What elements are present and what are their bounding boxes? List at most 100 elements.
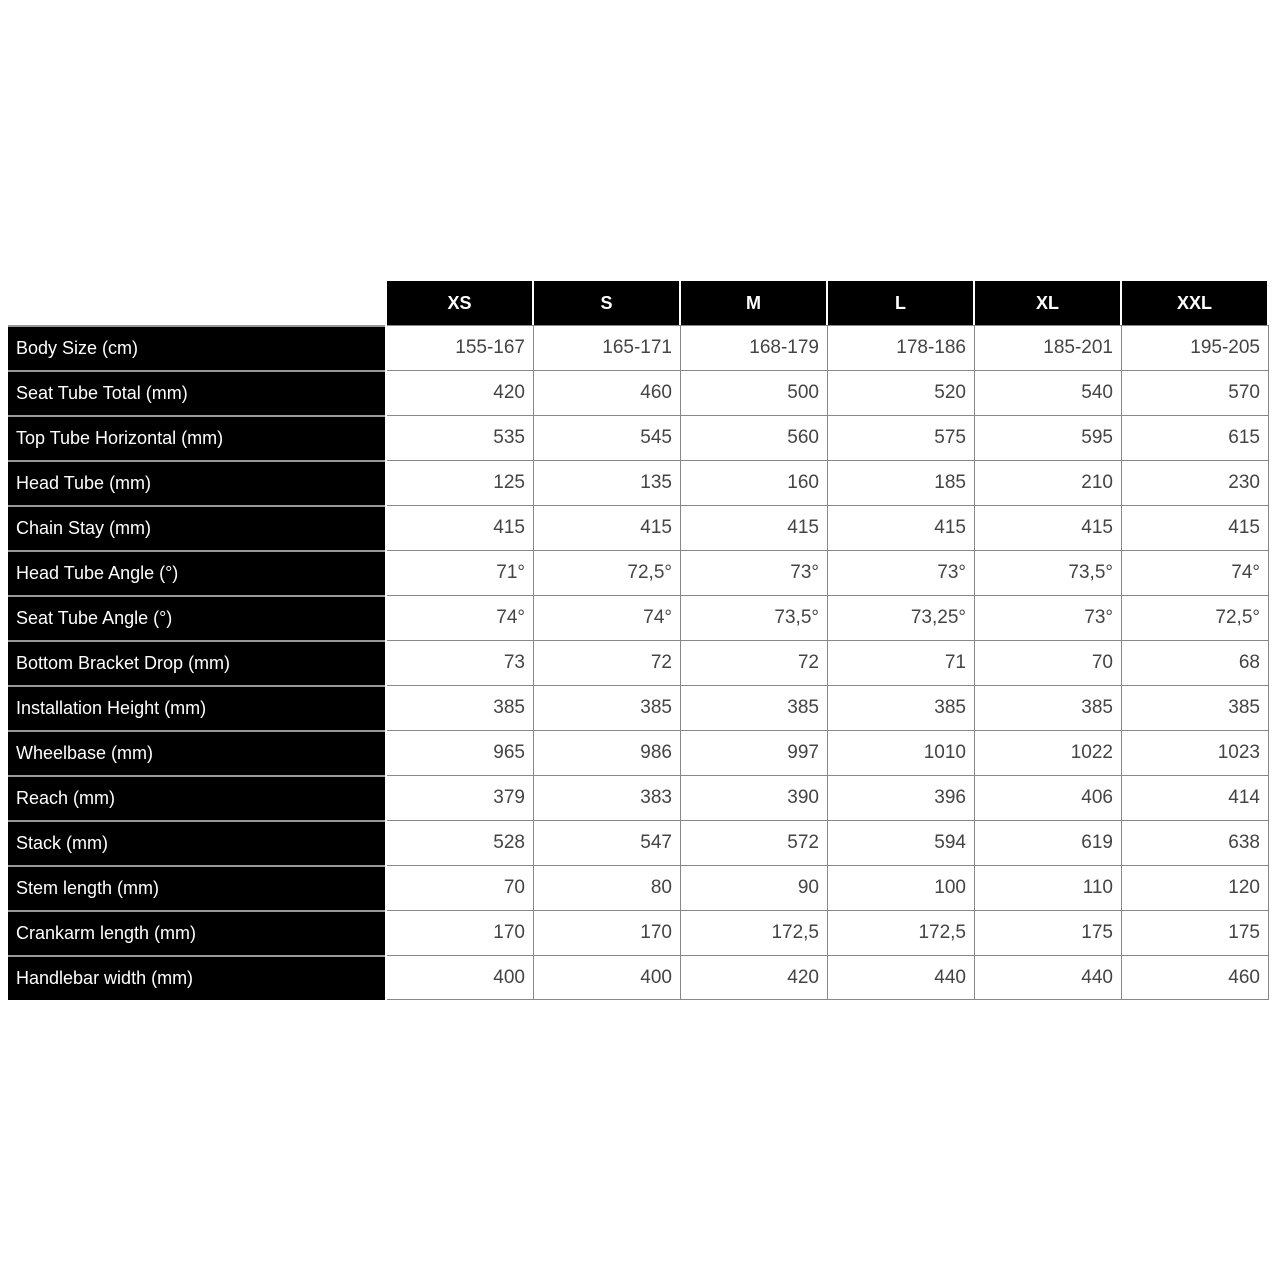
table-cell: 72,5°	[1122, 595, 1269, 640]
table-cell: 73,5°	[975, 550, 1122, 595]
table-row: Seat Tube Angle (°) 74° 74° 73,5° 73,25° 73° 7…	[8, 595, 1269, 640]
table-cell: 570	[1122, 370, 1269, 415]
table-cell: 390	[681, 775, 828, 820]
table-cell: 73,25°	[828, 595, 975, 640]
row-label: Stem length (mm)	[8, 865, 385, 910]
size-header-m: M	[681, 281, 826, 325]
table-body: Body Size (cm) 155-167 165-171 168-179 178-1…	[8, 325, 1269, 1000]
table-cell: 379	[387, 775, 534, 820]
table-row: Seat Tube Total (mm) 420 460 500 520 540 570	[8, 370, 1269, 415]
table-cell: 230	[1122, 460, 1269, 505]
table-cell: 385	[828, 685, 975, 730]
row-label: Bottom Bracket Drop (mm)	[8, 640, 385, 685]
table-cell: 615	[1122, 415, 1269, 460]
table-cell: 135	[534, 460, 681, 505]
table-row: Stem length (mm) 70 80 90 100 110 120	[8, 865, 1269, 910]
table-cell: 73°	[681, 550, 828, 595]
table-cell: 72	[534, 640, 681, 685]
table-cell: 400	[534, 955, 681, 1000]
table-cell: 90	[681, 865, 828, 910]
table-cell: 1022	[975, 730, 1122, 775]
table-row: Installation Height (mm) 385 385 385 385 385 3…	[8, 685, 1269, 730]
row-label: Wheelbase (mm)	[8, 730, 385, 775]
table-cell: 547	[534, 820, 681, 865]
table-cell: 71°	[387, 550, 534, 595]
table-cell: 460	[1122, 955, 1269, 1000]
table-row: Head Tube (mm) 125 135 160 185 210 230	[8, 460, 1269, 505]
table-cell: 415	[1122, 505, 1269, 550]
table-cell: 195-205	[1122, 325, 1269, 370]
table-cell: 175	[1122, 910, 1269, 955]
table-cell: 560	[681, 415, 828, 460]
table-cell: 415	[828, 505, 975, 550]
table-cell: 383	[534, 775, 681, 820]
row-label: Top Tube Horizontal (mm)	[8, 415, 385, 460]
table-cell: 986	[534, 730, 681, 775]
table-cell: 155-167	[387, 325, 534, 370]
table-cell: 414	[1122, 775, 1269, 820]
table-cell: 172,5	[681, 910, 828, 955]
table-row: Top Tube Horizontal (mm) 535 545 560 575 595 6…	[8, 415, 1269, 460]
table-row: Handlebar width (mm) 400 400 420 440 440 460	[8, 955, 1269, 1000]
row-label: Head Tube (mm)	[8, 460, 385, 505]
table-cell: 74°	[534, 595, 681, 640]
table-cell: 71	[828, 640, 975, 685]
table-row: Stack (mm) 528 547 572 594 619 638	[8, 820, 1269, 865]
table-cell: 595	[975, 415, 1122, 460]
table-cell: 575	[828, 415, 975, 460]
table-cell: 170	[534, 910, 681, 955]
table-cell: 70	[387, 865, 534, 910]
row-label: Seat Tube Angle (°)	[8, 595, 385, 640]
table-row: Body Size (cm) 155-167 165-171 168-179 178-1…	[8, 325, 1269, 370]
table-cell: 440	[828, 955, 975, 1000]
table-cell: 520	[828, 370, 975, 415]
table-cell: 68	[1122, 640, 1269, 685]
table-cell: 172,5	[828, 910, 975, 955]
geometry-table: XS S M L XL XXL Body Size (cm) 155-167 165-171 1…	[8, 281, 1269, 1000]
table-cell: 70	[975, 640, 1122, 685]
size-header-l: L	[828, 281, 973, 325]
table-cell: 415	[975, 505, 1122, 550]
row-label: Reach (mm)	[8, 775, 385, 820]
row-label: Chain Stay (mm)	[8, 505, 385, 550]
row-label: Installation Height (mm)	[8, 685, 385, 730]
table-cell: 1023	[1122, 730, 1269, 775]
table-cell: 594	[828, 820, 975, 865]
table-cell: 415	[681, 505, 828, 550]
table-cell: 72,5°	[534, 550, 681, 595]
table-cell: 396	[828, 775, 975, 820]
table-cell: 535	[387, 415, 534, 460]
table-cell: 385	[681, 685, 828, 730]
table-cell: 385	[975, 685, 1122, 730]
table-cell: 540	[975, 370, 1122, 415]
table-cell: 73	[387, 640, 534, 685]
table-cell: 73°	[975, 595, 1122, 640]
size-header-s: S	[534, 281, 679, 325]
row-label: Stack (mm)	[8, 820, 385, 865]
table-cell: 528	[387, 820, 534, 865]
table-cell: 185-201	[975, 325, 1122, 370]
table-cell: 1010	[828, 730, 975, 775]
row-label: Handlebar width (mm)	[8, 955, 385, 1000]
table-row: Reach (mm) 379 383 390 396 406 414	[8, 775, 1269, 820]
table-cell: 440	[975, 955, 1122, 1000]
table-cell: 406	[975, 775, 1122, 820]
table-cell: 72	[681, 640, 828, 685]
table-cell: 185	[828, 460, 975, 505]
size-header-xxl: XXL	[1122, 281, 1267, 325]
table-cell: 73,5°	[681, 595, 828, 640]
table-cell: 120	[1122, 865, 1269, 910]
table-cell: 415	[387, 505, 534, 550]
table-cell: 170	[387, 910, 534, 955]
table-cell: 385	[387, 685, 534, 730]
row-label: Body Size (cm)	[8, 325, 385, 370]
table-cell: 125	[387, 460, 534, 505]
table-cell: 165-171	[534, 325, 681, 370]
table-cell: 80	[534, 865, 681, 910]
table-cell: 545	[534, 415, 681, 460]
table-cell: 74°	[1122, 550, 1269, 595]
table-cell: 400	[387, 955, 534, 1000]
table-cell: 100	[828, 865, 975, 910]
table-cell: 385	[534, 685, 681, 730]
size-header-xl: XL	[975, 281, 1120, 325]
